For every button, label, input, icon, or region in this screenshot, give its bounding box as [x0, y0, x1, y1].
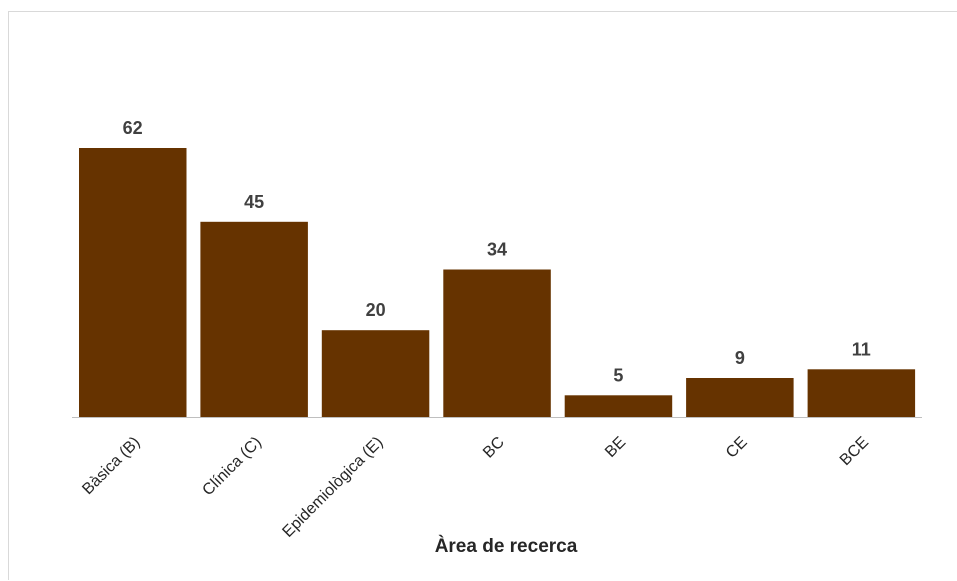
data-labels-layer: 62 45 20 34 5 9 11 — [123, 118, 871, 385]
x-tick-label: Bàsica (B) — [79, 434, 143, 498]
bar-chart: 62 45 20 34 5 9 11 Bàsica (B) Clínica (C) Epidem… — [72, 118, 922, 557]
x-tick-label: Clínica (C) — [199, 434, 264, 499]
data-label: 9 — [735, 348, 745, 368]
x-axis-title: Àrea de recerca — [435, 535, 578, 557]
data-label: 34 — [487, 240, 507, 260]
data-label: 11 — [852, 339, 871, 359]
x-tick-label: CE — [723, 434, 751, 462]
bars-layer — [79, 148, 916, 417]
data-label: 62 — [123, 118, 143, 138]
bar — [807, 369, 916, 417]
tick-labels-layer: Bàsica (B) Clínica (C) Epidemiològica (E) B… — [79, 434, 872, 541]
bar — [321, 330, 430, 417]
data-label: 45 — [244, 192, 264, 212]
x-tick-label: BCE — [837, 434, 872, 469]
x-tick-label: BC — [480, 434, 508, 462]
data-label: 5 — [613, 365, 623, 385]
bar — [200, 221, 308, 417]
bar — [443, 269, 551, 417]
bar — [79, 148, 187, 417]
bar — [564, 395, 673, 417]
x-tick-label: Epidemiològica (E) — [279, 434, 386, 541]
data-label: 20 — [366, 300, 386, 320]
chart-area: 62 45 20 34 5 9 11 Bàsica (B) Clínica (C) Epidem… — [8, 11, 957, 580]
x-tick-label: BE — [602, 434, 629, 461]
bar — [686, 378, 794, 417]
